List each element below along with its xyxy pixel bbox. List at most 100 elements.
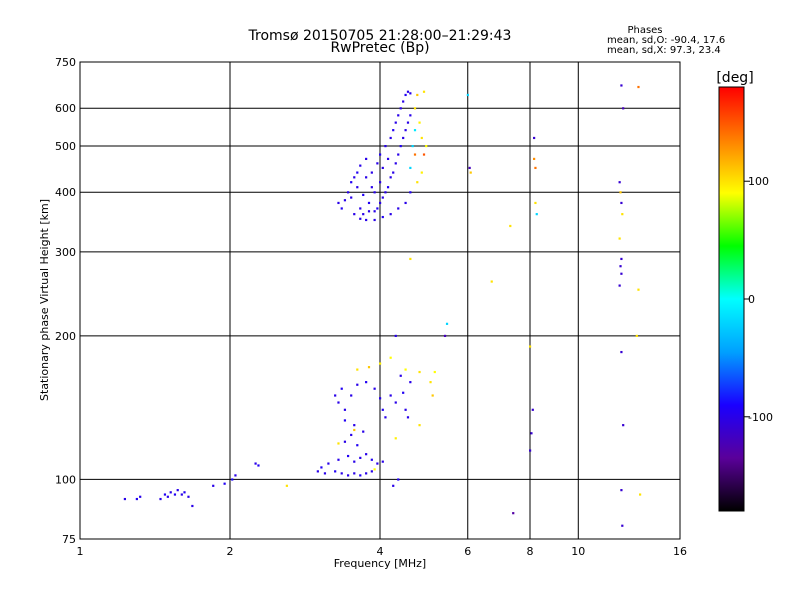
data-point (180, 493, 183, 496)
data-point (359, 474, 362, 477)
data-point (404, 368, 407, 371)
data-point (359, 164, 362, 167)
data-point (406, 90, 410, 93)
data-point (257, 464, 260, 467)
data-point (422, 153, 426, 156)
y-tick-label: 200 (55, 330, 76, 343)
data-point (620, 257, 623, 261)
data-point (635, 334, 638, 338)
data-point (413, 129, 417, 132)
data-point (490, 280, 493, 283)
data-point (353, 424, 356, 427)
data-point (353, 428, 356, 432)
data-point (373, 210, 376, 213)
data-points (123, 84, 642, 527)
data-point (381, 196, 384, 199)
data-point (350, 433, 353, 437)
data-point (431, 394, 434, 397)
data-point (362, 213, 365, 216)
data-point (619, 265, 622, 268)
data-point (639, 493, 642, 496)
data-point (389, 176, 392, 179)
data-point (468, 166, 471, 170)
y-tick-label: 400 (55, 186, 76, 199)
y-tick-labels: 75 100 200 300 400 500 600 750 (55, 56, 76, 546)
data-point (343, 419, 347, 422)
data-point (409, 191, 412, 194)
data-point (445, 322, 449, 325)
data-point (176, 489, 179, 492)
y-tick-label: 300 (55, 246, 76, 259)
data-point (340, 207, 343, 210)
data-point (530, 432, 533, 435)
data-point (353, 213, 356, 216)
data-point (353, 472, 356, 475)
data-point (422, 90, 426, 93)
data-point (443, 334, 447, 338)
y-tick-label: 750 (55, 56, 76, 69)
data-point (618, 237, 621, 240)
data-point (159, 497, 162, 501)
data-point (379, 397, 382, 400)
data-point (365, 472, 368, 475)
data-point (379, 153, 382, 156)
data-point (169, 491, 172, 494)
data-point (529, 449, 532, 452)
data-point (173, 493, 177, 496)
data-point (416, 181, 419, 184)
colorbar-tick-label: 0 (748, 293, 755, 306)
data-point (376, 162, 379, 165)
data-point (384, 144, 387, 148)
data-point (394, 162, 397, 165)
data-point (620, 84, 623, 87)
data-point (365, 176, 368, 179)
colorbar-tick-label: 100 (748, 175, 769, 188)
data-point (163, 493, 167, 496)
data-point (356, 368, 359, 371)
data-point (389, 136, 392, 140)
data-point (622, 424, 625, 427)
data-point (343, 199, 347, 202)
data-point (343, 408, 347, 411)
grid-lines (80, 62, 680, 539)
data-point (618, 284, 621, 287)
data-point (135, 497, 138, 501)
data-point (340, 472, 343, 475)
data-point (386, 186, 390, 189)
data-point (367, 210, 371, 213)
data-point (418, 370, 421, 374)
data-point (359, 456, 362, 459)
data-point (402, 391, 405, 394)
data-point (529, 345, 532, 348)
data-point (406, 416, 410, 419)
x-tick-label: 16 (673, 545, 687, 558)
colorbar-tick-label: -100 (748, 411, 773, 424)
colorbar-label: [deg] (716, 70, 753, 86)
data-point (404, 201, 407, 205)
data-point (411, 144, 414, 148)
data-point (381, 460, 384, 463)
data-point (533, 157, 536, 161)
data-point (469, 171, 472, 174)
data-point (373, 218, 376, 222)
data-point (346, 454, 350, 458)
data-point (533, 136, 536, 140)
x-tick-label: 8 (527, 545, 534, 558)
y-tick-label: 500 (55, 140, 76, 153)
data-point (404, 93, 407, 97)
data-point (365, 218, 368, 222)
data-point (409, 381, 412, 384)
data-point (404, 129, 407, 132)
colorbar-ticks: -100 0 100 (744, 175, 773, 424)
data-point (379, 362, 382, 365)
x-tick-label: 6 (464, 545, 471, 558)
data-point (618, 181, 621, 184)
data-point (285, 484, 288, 487)
x-axis-label: Frequency [MHz] (334, 557, 426, 570)
data-point (394, 437, 397, 440)
data-point (619, 191, 622, 194)
data-point (509, 224, 512, 228)
data-point (402, 136, 405, 140)
data-point (622, 107, 625, 110)
data-point (392, 484, 395, 487)
